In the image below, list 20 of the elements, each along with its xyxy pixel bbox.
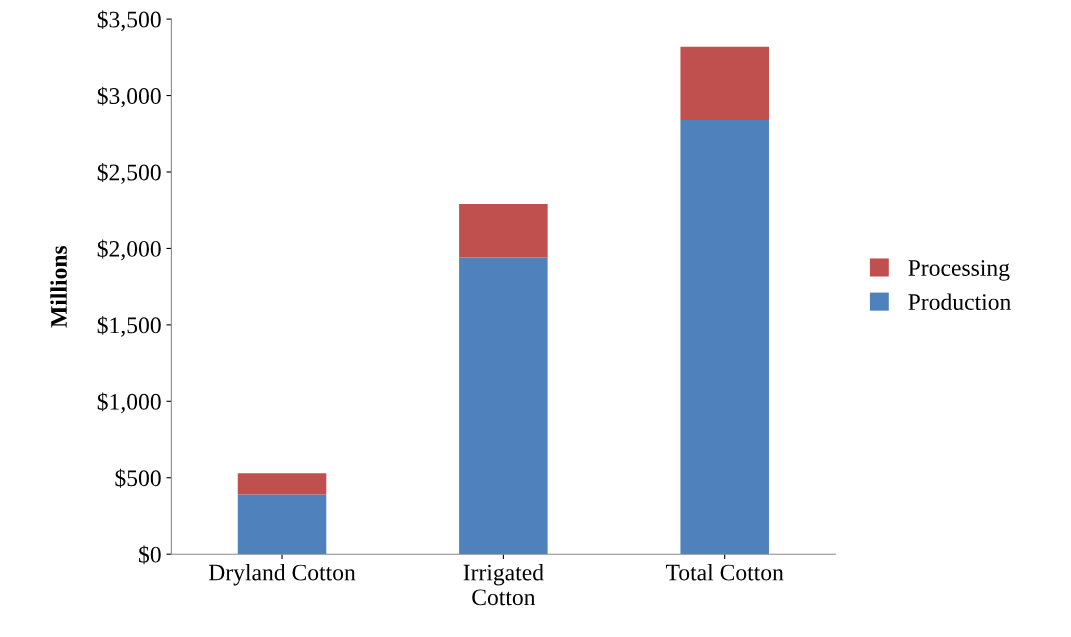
y-tick-label: $1,000	[97, 392, 161, 414]
y-tick-label: $0	[139, 545, 161, 565]
bar	[237, 494, 327, 555]
x-tick-label: Dryland Cotton	[208, 563, 356, 586]
y-tick-label: $2,000	[97, 239, 161, 261]
bar	[237, 473, 327, 495]
bar	[459, 257, 548, 555]
y-tick-label: $3,000	[97, 86, 161, 108]
bar	[680, 46, 769, 121]
bar	[459, 204, 548, 258]
y-tick-label: $1,500	[97, 315, 161, 337]
y-tick-label: $2,500	[97, 163, 161, 184]
legend-label: Production	[908, 293, 1011, 311]
legend-label: Processing	[908, 260, 1010, 281]
x-tick-label: Irrigated Cotton	[463, 563, 544, 606]
y-axis-title: Millions	[50, 245, 67, 328]
y-tick-label: $3,500	[97, 10, 161, 31]
bar	[680, 120, 769, 555]
y-tick-label: $500	[115, 468, 161, 488]
x-tick-label: Total Cotton	[665, 563, 784, 581]
